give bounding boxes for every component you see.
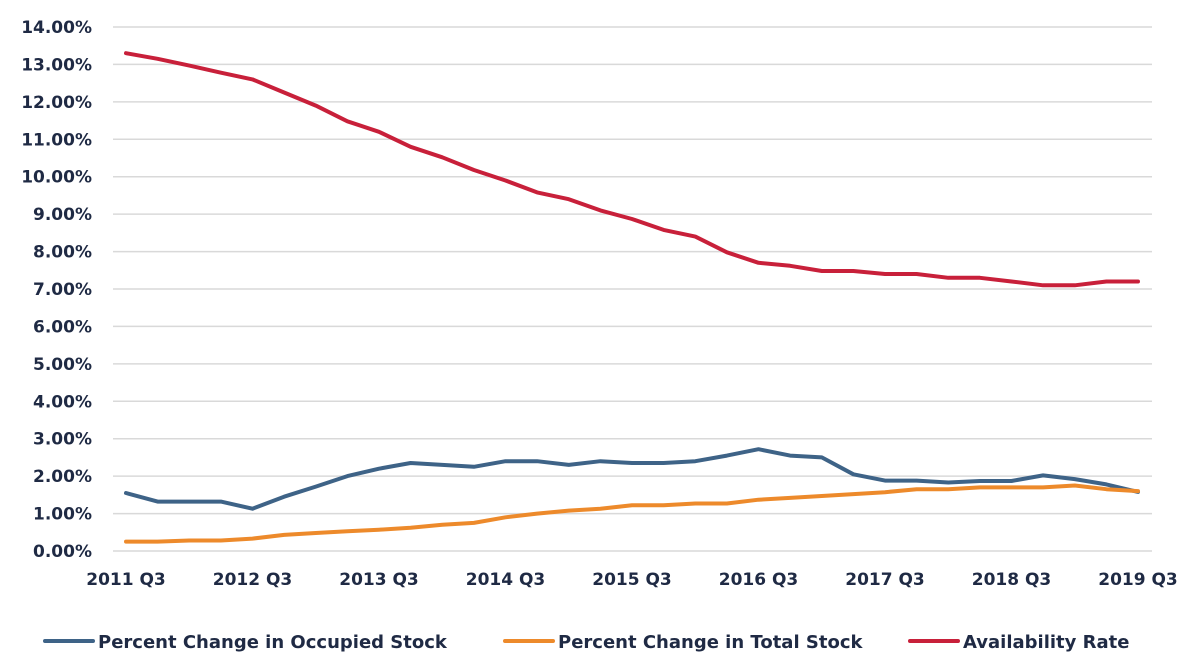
y-tick-label: 8.00%	[33, 243, 92, 263]
legend-label: Percent Change in Occupied Stock	[98, 632, 448, 653]
y-tick-label: 9.00%	[33, 205, 92, 225]
gridlines	[113, 26, 1152, 552]
x-tick-label: 2016 Q3	[719, 570, 799, 590]
legend-label: Availability Rate	[963, 632, 1129, 653]
y-tick-label: 13.00%	[21, 55, 92, 75]
y-tick-label: 0.00%	[33, 542, 92, 562]
series-line-0	[124, 447, 1140, 511]
legend: Percent Change in Occupied Stock Percent …	[43, 632, 1129, 653]
y-tick-label: 5.00%	[33, 355, 92, 375]
y-tick-label: 1.00%	[33, 505, 92, 525]
x-tick-label: 2012 Q3	[213, 570, 293, 590]
legend-label: Percent Change in Total Stock	[558, 632, 863, 653]
x-tick-label: 2015 Q3	[592, 570, 672, 590]
y-tick-label: 7.00%	[33, 280, 92, 300]
x-tick-label: 2013 Q3	[339, 570, 419, 590]
series-line-2	[124, 51, 1140, 288]
series-line-1	[124, 483, 1140, 544]
x-tick-label: 2014 Q3	[466, 570, 546, 590]
x-tick-label: 2019 Q3	[1098, 570, 1178, 590]
y-tick-label: 11.00%	[21, 130, 92, 150]
series-lines	[124, 51, 1140, 544]
y-axis-ticks: 0.00% 1.00% 2.00% 3.00% 4.00% 5.00% 6.00% 7.00%…	[21, 18, 92, 562]
x-axis-ticks: 2011 Q3 2012 Q3 2013 Q3 2014 Q3 2015 Q3 2016 …	[86, 570, 1178, 590]
y-tick-label: 14.00%	[21, 18, 92, 38]
y-tick-label: 6.00%	[33, 317, 92, 337]
x-tick-label: 2018 Q3	[972, 570, 1052, 590]
y-tick-label: 2.00%	[33, 467, 92, 487]
y-tick-label: 10.00%	[21, 168, 92, 188]
y-tick-label: 12.00%	[21, 93, 92, 113]
y-tick-label: 3.00%	[33, 430, 92, 450]
x-tick-label: 2017 Q3	[845, 570, 925, 590]
y-tick-label: 4.00%	[33, 392, 92, 412]
x-tick-label: 2011 Q3	[86, 570, 166, 590]
